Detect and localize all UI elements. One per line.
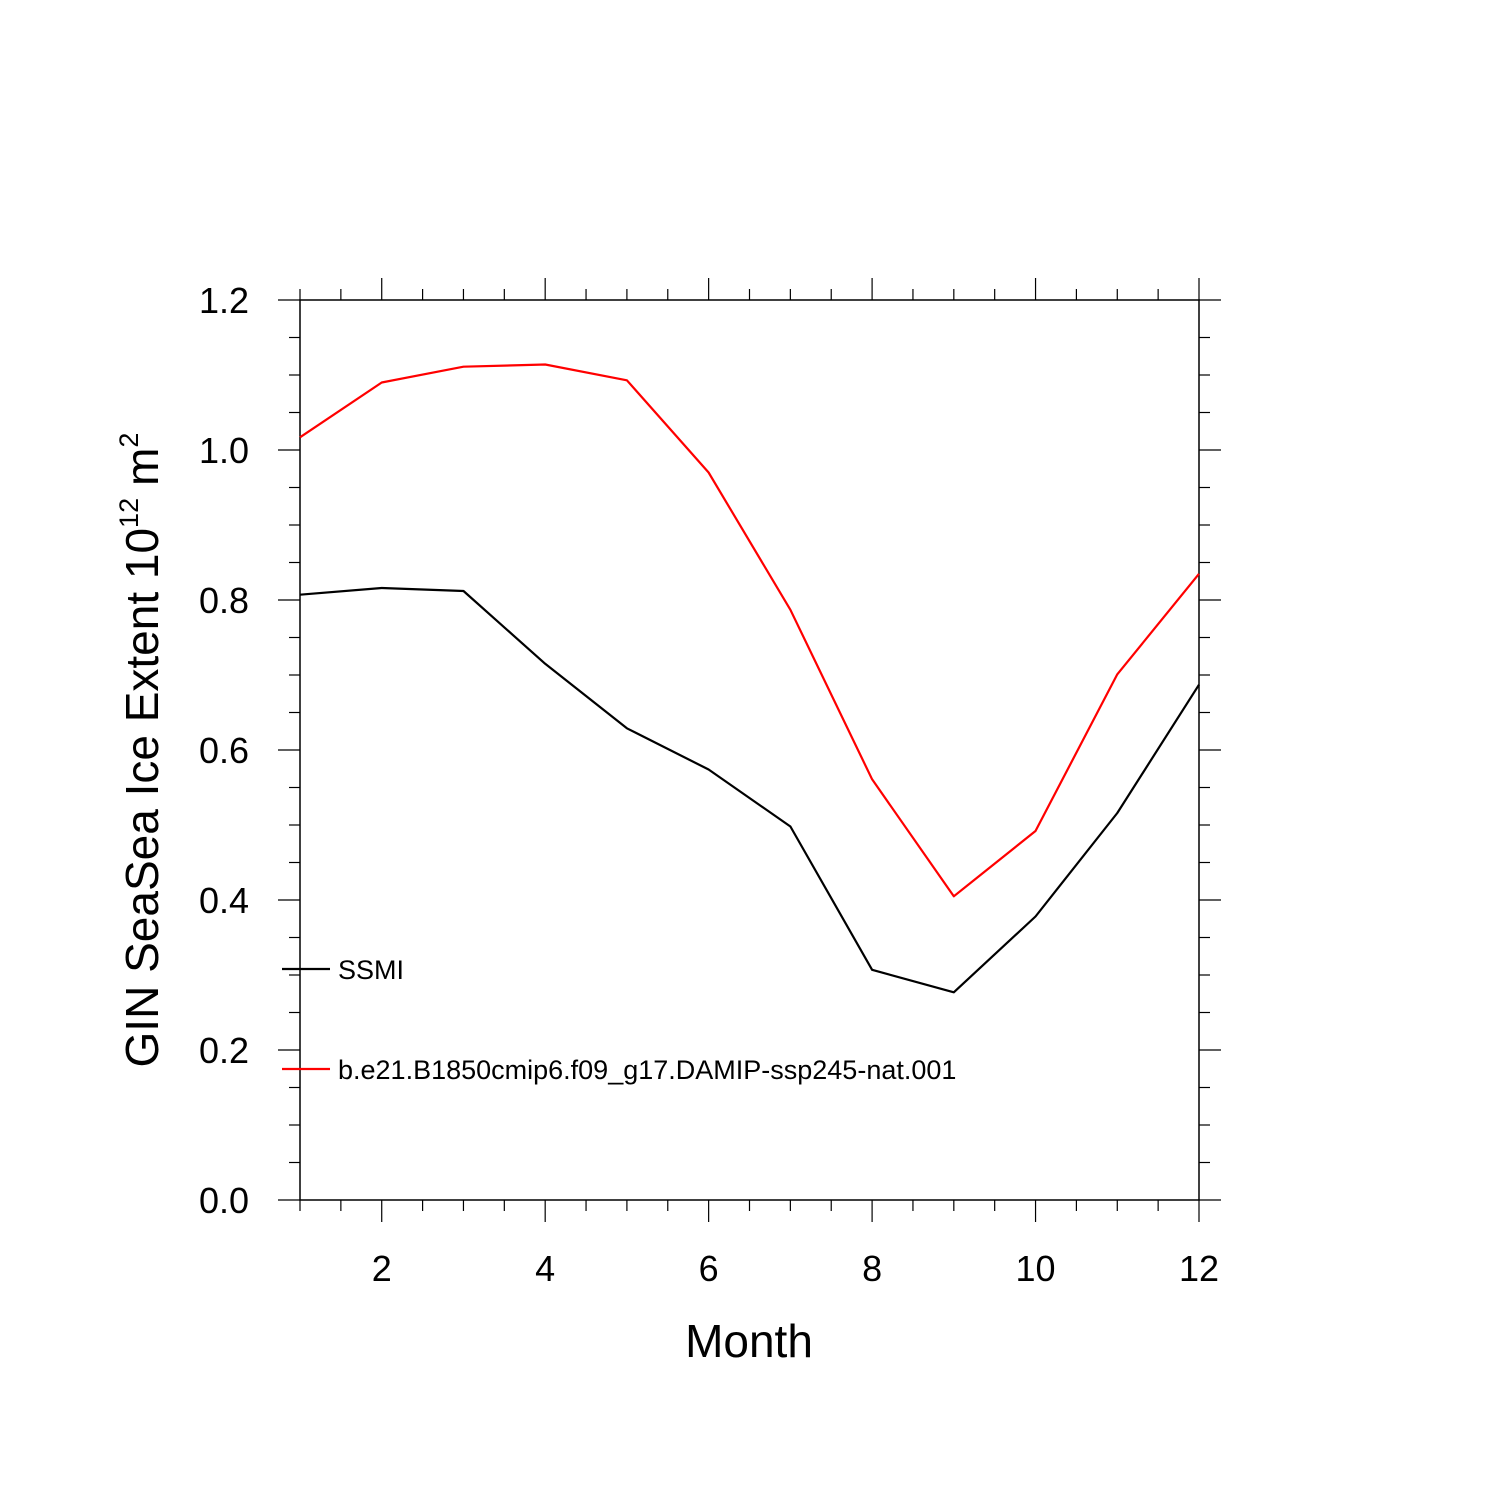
series-line <box>299 363 1200 898</box>
x-tick-label: 2 <box>372 1248 392 1289</box>
y-axis-title: GIN SeaSea Ice Extent 1012 m2 <box>114 433 168 1068</box>
y-axis-title-prefix: GIN SeaSea Ice Extent 10 <box>116 528 168 1068</box>
y-axis-title-unit: m <box>116 448 168 486</box>
y-tick-label: 1.0 <box>199 430 249 471</box>
y-tick-label: 0.8 <box>199 580 249 621</box>
series-line <box>299 586 1200 994</box>
x-axis-title: Month <box>685 1315 813 1367</box>
legend: SSMI b.e21.B1850cmip6.f09_g17.DAMIP-ssp24… <box>282 955 956 1085</box>
y-tick-label: 0.4 <box>199 880 249 921</box>
plot-frame <box>299 299 1200 1201</box>
legend-label: b.e21.B1850cmip6.f09_g17.DAMIP-ssp245-na… <box>338 1055 956 1085</box>
legend-label: SSMI <box>338 955 404 985</box>
x-tick-label: 10 <box>1016 1248 1056 1289</box>
y-tick-label: 0.6 <box>199 730 249 771</box>
series-layer <box>299 363 1200 994</box>
x-tick-label: 4 <box>535 1248 555 1289</box>
x-tick-label: 12 <box>1179 1248 1219 1289</box>
y-axis-title-unit-exponent: 2 <box>114 433 144 448</box>
y-tick-label: 0.2 <box>199 1030 249 1071</box>
y-tick-label: 1.2 <box>199 280 249 321</box>
x-tick-label: 8 <box>862 1248 882 1289</box>
y-axis-title-exponent: 12 <box>114 498 144 528</box>
y-tick-label: 0.0 <box>199 1180 249 1221</box>
x-tick-label: 6 <box>699 1248 719 1289</box>
axis-ticks <box>278 278 1221 1222</box>
tick-labels: 2 4 6 8 10 12 0.0 0.2 0.4 0.6 0.8 1.0 1.2 <box>199 280 1219 1289</box>
